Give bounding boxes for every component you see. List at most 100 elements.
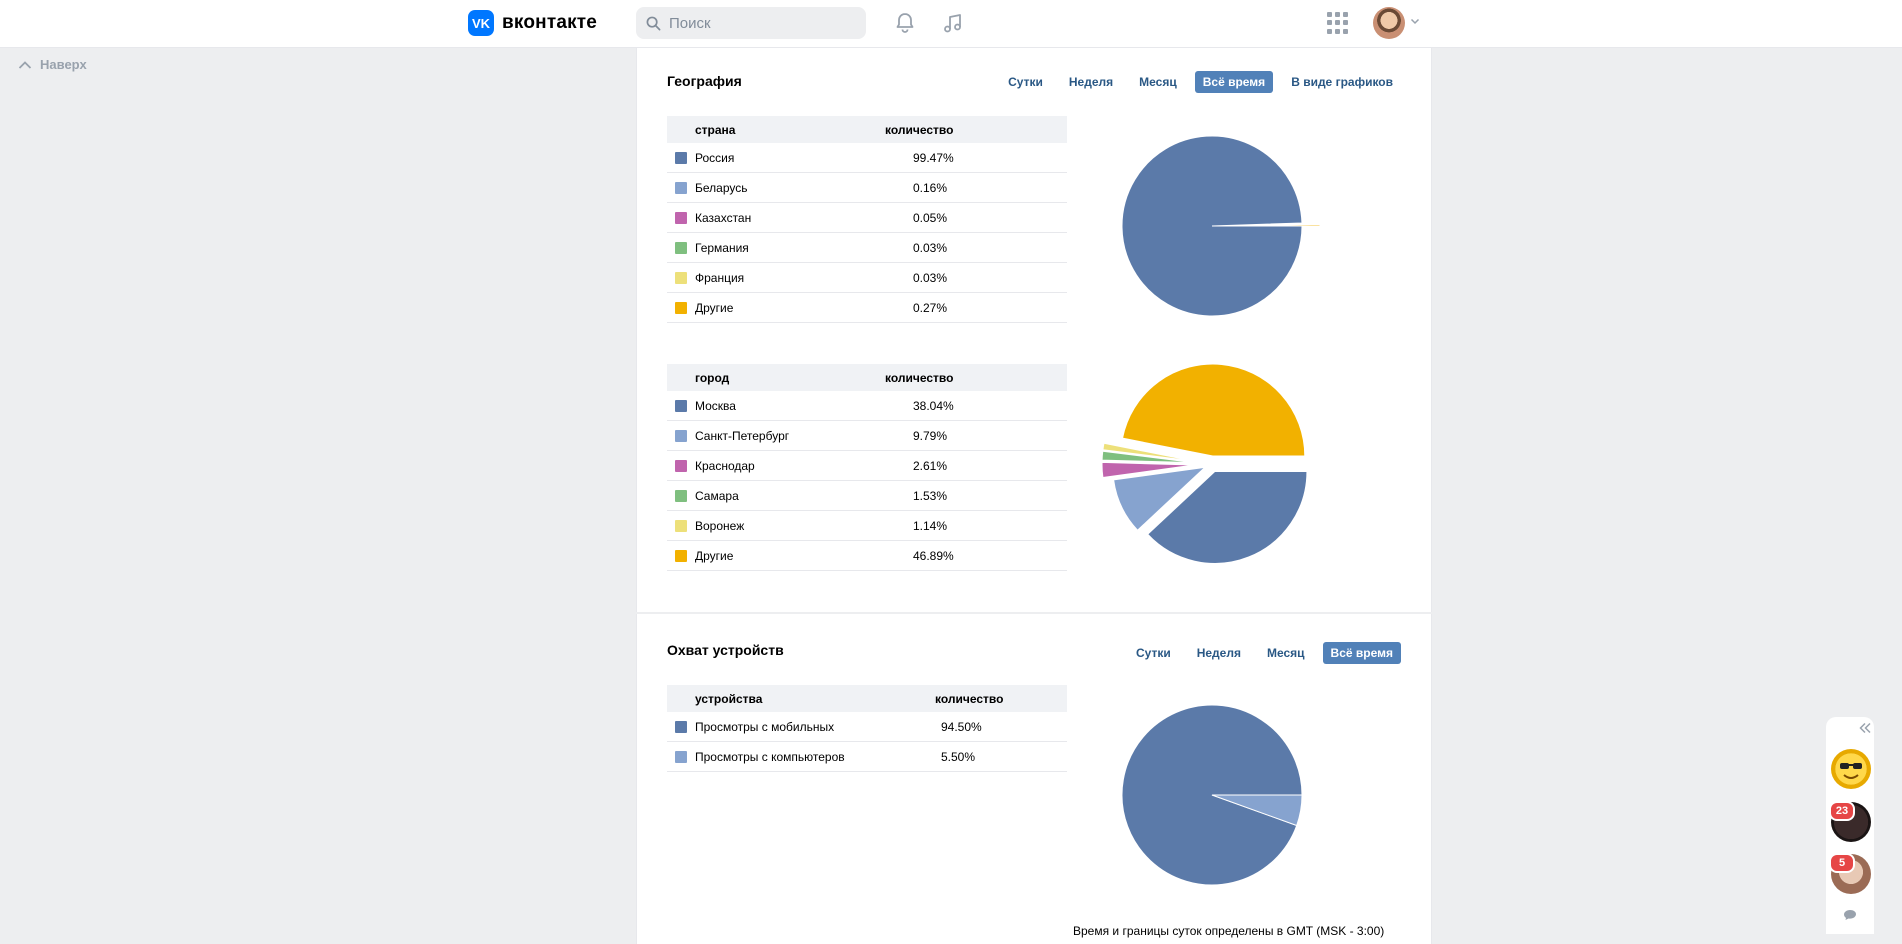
device-value: 5.50%	[941, 749, 976, 764]
sunglasses-emoji-icon	[1840, 763, 1862, 779]
legend-swatch	[675, 459, 687, 472]
city-pie-chart	[1101, 363, 1308, 564]
bell-icon[interactable]	[893, 11, 917, 35]
tab-month[interactable]: Месяц	[1139, 75, 1177, 89]
city-name: Самара	[695, 488, 739, 503]
tab-month[interactable]: Месяц	[1266, 646, 1305, 660]
chevron-down-icon[interactable]	[1410, 16, 1420, 26]
legend-swatch	[675, 399, 687, 412]
count-column-header: количество	[935, 691, 1004, 706]
tab-week[interactable]: Неделя	[1068, 75, 1114, 89]
device-value: 94.50%	[941, 719, 982, 734]
country-name: Казахстан	[695, 210, 752, 225]
city-name: Санкт-Петербург	[695, 428, 790, 443]
city-name: Воронеж	[695, 518, 745, 533]
devices-table: устройства количество Просмотры с мобиль…	[667, 685, 1067, 772]
pie-slice	[1211, 794, 1303, 827]
legend-swatch	[675, 301, 687, 314]
tab-day[interactable]: Сутки	[1135, 646, 1171, 660]
emoji-chat-avatar[interactable]	[1831, 749, 1871, 789]
table-row: Просмотры с компьютеров 5.50%	[667, 742, 1067, 772]
search-input[interactable]	[667, 13, 851, 33]
geography-tabs: Сутки Неделя Месяц Всё время В виде граф…	[990, 71, 1401, 93]
city-name: Краснодар	[695, 458, 755, 473]
country-pie-chart	[1121, 135, 1321, 317]
city-table-header: город количество	[667, 364, 1067, 391]
pie-slice	[1113, 466, 1207, 531]
city-name: Другие	[695, 548, 734, 563]
table-row: Россия 99.47%	[667, 143, 1067, 173]
search-box[interactable]	[636, 7, 866, 39]
tab-week[interactable]: Неделя	[1196, 646, 1241, 660]
pie-slice	[1101, 450, 1195, 464]
tab-day[interactable]: Сутки	[1008, 75, 1043, 89]
country-name: Беларусь	[695, 180, 748, 195]
legend-swatch	[675, 519, 687, 532]
table-row: Санкт-Петербург 9.79%	[667, 421, 1067, 451]
devices-panel: Охват устройств Сутки Неделя Месяц Всё в…	[636, 614, 1432, 944]
geography-panel: География Сутки Неделя Месяц Всё время В…	[636, 48, 1432, 612]
tab-all-time[interactable]: Всё время	[1194, 71, 1274, 93]
city-column-header: город	[695, 370, 730, 385]
search-icon	[646, 16, 661, 30]
tab-graph-view[interactable]: В виде графиков	[1291, 75, 1393, 89]
table-row: Самара 1.53%	[667, 481, 1067, 511]
table-row: Беларусь 0.16%	[667, 173, 1067, 203]
city-value: 2.61%	[913, 458, 948, 473]
user-avatar[interactable]	[1373, 7, 1405, 39]
country-name: Россия	[695, 150, 735, 165]
apps-grid-icon[interactable]	[1327, 12, 1349, 34]
country-table: страна количество Россия 99.47% Беларусь 0…	[667, 116, 1067, 323]
legend-swatch	[675, 720, 687, 733]
country-value: 99.47%	[913, 150, 954, 165]
city-value: 46.89%	[913, 548, 954, 563]
device-name: Просмотры с мобильных	[695, 719, 835, 734]
legend-swatch	[675, 181, 687, 194]
table-row: Франция 0.03%	[667, 263, 1067, 293]
legend-swatch	[675, 241, 687, 254]
table-row: Воронеж 1.14%	[667, 511, 1067, 541]
pie-slice	[1101, 461, 1195, 479]
collapse-double-chevron-icon[interactable]	[1858, 722, 1872, 734]
devices-pie-chart	[1121, 704, 1303, 886]
tab-all-time[interactable]: Всё время	[1322, 642, 1401, 664]
country-value: 0.16%	[913, 180, 948, 195]
pie-slice	[1147, 470, 1308, 564]
country-value: 0.27%	[913, 300, 948, 315]
legend-swatch	[675, 211, 687, 224]
pie-slice	[1121, 135, 1303, 317]
country-column-header: страна	[695, 122, 736, 137]
chevron-up-icon	[18, 60, 32, 69]
country-name: Другие	[695, 300, 734, 315]
table-row: Германия 0.03%	[667, 233, 1067, 263]
legend-swatch	[675, 429, 687, 442]
table-row: Просмотры с мобильных 94.50%	[667, 712, 1067, 742]
legend-swatch	[675, 151, 687, 164]
scroll-to-top-button[interactable]: Наверх	[18, 57, 87, 72]
city-value: 1.53%	[913, 488, 948, 503]
music-icon[interactable]	[941, 11, 965, 35]
country-table-header: страна количество	[667, 116, 1067, 143]
table-row: Казахстан 0.05%	[667, 203, 1067, 233]
table-row: Москва 38.04%	[667, 391, 1067, 421]
vk-logo-text: вконтакте	[502, 12, 598, 33]
city-value: 38.04%	[913, 398, 954, 413]
device-column-header: устройства	[695, 691, 763, 706]
country-value: 0.03%	[913, 270, 948, 285]
count-column-header: количество	[885, 122, 954, 137]
city-value: 1.14%	[913, 518, 948, 533]
devices-table-header: устройства количество	[667, 685, 1067, 712]
timezone-footnote: Время и границы суток определены в GMT (…	[1073, 924, 1385, 938]
city-value: 9.79%	[913, 428, 948, 443]
count-column-header: количество	[885, 370, 954, 385]
devices-tabs: Сутки Неделя Месяц Всё время	[1118, 642, 1401, 664]
chat-bubble-icon[interactable]	[1843, 909, 1857, 921]
geography-title: География	[667, 73, 742, 89]
city-name: Москва	[695, 398, 736, 413]
country-name: Германия	[695, 240, 749, 255]
vk-logo[interactable]: VK вконтакте	[468, 10, 597, 36]
vk-logo-mark: VK	[468, 10, 494, 36]
country-value: 0.05%	[913, 210, 948, 225]
legend-swatch	[675, 271, 687, 284]
unread-badge: 5	[1829, 853, 1855, 873]
